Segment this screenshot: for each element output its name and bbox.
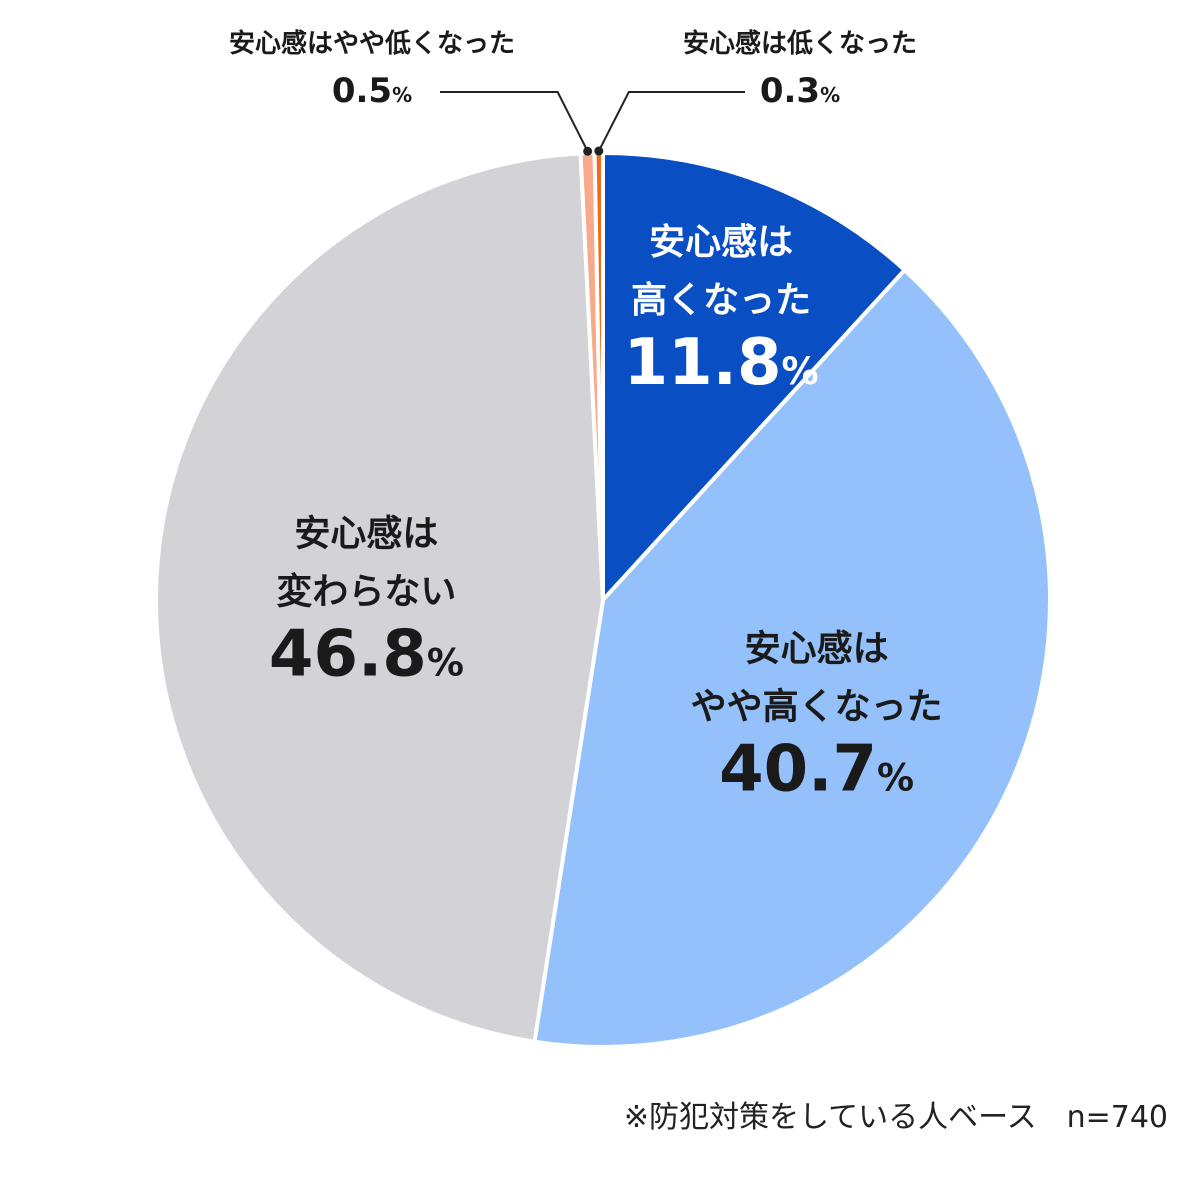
slice-label-line: 安心感はやや低くなった [229,29,515,59]
slice-label-line: 安心感は低くなった [683,29,917,59]
slice-label-4: 安心感はやや低くなった 0.5% [229,29,515,111]
slice-label-line: 安心感は [649,222,793,263]
slice-value: 11.8% [624,326,819,400]
leader-line-dot [583,146,593,156]
pie-slice-1 [601,151,907,602]
slice-value: 0.3% [760,71,840,111]
slice-label-line: 変わらない [276,571,456,613]
sample-note: ※防犯対策をしている人ベース n=740 [623,1100,1168,1135]
slice-label-line: 安心感は [294,514,438,555]
leader-line-5 [594,91,745,156]
leader-line-4 [440,91,593,156]
slice-label-line: 高くなった [631,280,811,321]
pie-slice-2 [532,268,1052,1049]
pie-slice-3 [154,151,605,1044]
slice-value: 0.5% [332,71,412,111]
slice-label-5: 安心感は低くなった 0.3% [683,29,917,111]
leader-line-dot [594,146,604,156]
slice-label-line: やや高くなった [691,686,943,727]
pie-slices [154,150,1052,1049]
leader-line-path [440,91,589,152]
slice-label-line: 安心感は [745,628,889,669]
leader-line-path [597,91,745,152]
slice-value: 40.7% [719,732,914,806]
slice-value: 46.8% [269,618,464,692]
